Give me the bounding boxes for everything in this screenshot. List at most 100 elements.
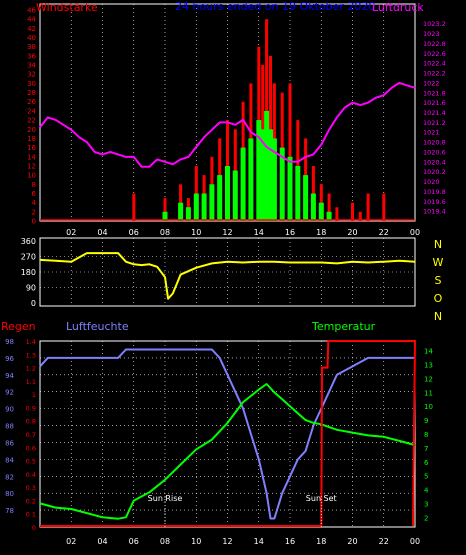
- pressure-tick-label: 1021.2: [423, 119, 446, 127]
- x-tick-label: 10: [191, 537, 201, 546]
- wind-tick-label: 2: [32, 208, 36, 216]
- pressure-line: [39, 81, 416, 168]
- rain-tick-label: 0.3: [26, 484, 36, 492]
- wind-tick-label: 40: [27, 34, 36, 42]
- humidity-tick-label: 80: [5, 490, 14, 498]
- x-tick-label: 18: [316, 537, 326, 546]
- wind-tick-label: 12: [27, 162, 36, 170]
- wind-tick-label: 0: [32, 218, 36, 226]
- direction-left-axis: 0 90 180 270 360: [21, 237, 36, 308]
- direction-tick-label: 270: [21, 253, 36, 262]
- wind-tick-label: 36: [27, 52, 36, 60]
- gust-bar: [279, 147, 285, 221]
- temperature-tick-label: 11: [424, 389, 433, 397]
- sun-annotations: Sun Rise Sun Set: [148, 494, 337, 527]
- wind-tick-label: 18: [27, 135, 36, 143]
- rain-tick-label: 0.4: [26, 471, 36, 479]
- temperature-tick-label: 12: [424, 375, 433, 383]
- humidity-axis: 78 80 82 84 86 88 90 92 94 96 98: [5, 338, 14, 515]
- compass-label: W: [433, 256, 444, 269]
- wind-left-axis: 0246810121416182022242628303234363840424…: [27, 7, 36, 226]
- wind-tick-label: 38: [27, 43, 36, 51]
- pressure-tick-label: 1019.4: [423, 208, 446, 216]
- temperature-axis-label: Temperatur: [311, 320, 376, 333]
- gust-bar: [318, 202, 324, 221]
- sun-annotation-label: Sun Rise: [148, 494, 183, 503]
- pressure-tick-label: 1020.2: [423, 168, 446, 176]
- temperature-tick-label: 4: [424, 487, 429, 495]
- x-tick-label: 16: [285, 228, 295, 237]
- rain-tick-label: 0.6: [26, 444, 36, 452]
- temperature-axis: 2 3 4 5 6 7 8 9 10 11 12 13 14: [424, 348, 433, 523]
- rain-tick-label: 0.7: [26, 431, 36, 439]
- temperature-tick-label: 8: [424, 431, 428, 439]
- direction-tick-label: 180: [21, 268, 36, 277]
- temperature-tick-label: 5: [424, 473, 428, 481]
- wind-direction-frame: [39, 237, 416, 307]
- x-tick-label: 06: [129, 537, 139, 546]
- x-tick-label: 02: [66, 228, 76, 237]
- rain-tick-label: 1.3: [26, 351, 36, 359]
- gust-bar: [271, 138, 277, 221]
- wind-bar: [179, 184, 183, 221]
- gust-bar: [264, 110, 270, 221]
- pressure-tick-label: 1019.8: [423, 188, 446, 196]
- pressure-tick-label: 1021: [423, 129, 440, 137]
- wind-tick-label: 4: [32, 199, 37, 207]
- wind-direction-line: [39, 252, 416, 300]
- wind-bar: [382, 193, 386, 221]
- gust-bar: [260, 129, 266, 221]
- temperature-line: [39, 383, 416, 520]
- wind-direction-grid: [40, 238, 416, 306]
- gust-bar: [209, 184, 215, 221]
- wind-tick-label: 8: [32, 181, 36, 189]
- pressure-tick-label: 1022: [423, 79, 440, 87]
- x-tick-label: 14: [254, 537, 264, 546]
- gust-bar: [240, 147, 246, 221]
- wind-tick-label: 44: [27, 16, 36, 24]
- gust-bar: [256, 120, 262, 221]
- gust-bar: [193, 193, 199, 221]
- x-tick-label: 20: [347, 537, 357, 546]
- gust-bar: [295, 166, 301, 221]
- x-tick-label: 06: [129, 228, 139, 237]
- gust-bar: [232, 170, 238, 221]
- pressure-axis-label: Luftdruck: [372, 1, 424, 14]
- compass-label: S: [435, 274, 442, 287]
- pressure-tick-label: 1020.8: [423, 139, 446, 147]
- wind-bar: [132, 193, 136, 221]
- x-tick-label: 12: [222, 228, 232, 237]
- pressure-tick-label: 1021.4: [423, 109, 446, 117]
- wind-tick-label: 34: [27, 62, 36, 70]
- wind-bar: [319, 184, 323, 221]
- rain-tick-label: 1.1: [26, 378, 36, 386]
- wind-direction-series: [39, 252, 416, 300]
- rain-tick-label: 0.8: [26, 418, 36, 426]
- wind-pressure-x-axis: 02 04 06 08 10 12 14 16 18 20 22 00: [66, 228, 420, 237]
- humidity-tick-label: 94: [5, 372, 14, 380]
- x-tick-label: 12: [222, 537, 232, 546]
- temperature-tick-label: 6: [424, 459, 429, 467]
- x-tick-label: 20: [347, 228, 357, 237]
- x-tick-label: 04: [97, 228, 107, 237]
- pressure-tick-label: 1019.6: [423, 198, 446, 206]
- gust-bar: [326, 211, 332, 221]
- gust-bar: [310, 193, 316, 221]
- rain-tick-label: 0.5: [26, 458, 36, 466]
- humidity-tick-label: 96: [5, 355, 14, 363]
- wind-tick-label: 14: [27, 153, 36, 161]
- pressure-tick-label: 1021.8: [423, 89, 446, 97]
- direction-tick-label: 90: [26, 284, 36, 293]
- compass-label: N: [434, 238, 442, 251]
- pressure-tick-label: 1022.2: [423, 70, 446, 78]
- wind-tick-label: 46: [27, 7, 36, 15]
- x-tick-label: 22: [379, 537, 389, 546]
- humidity-tick-label: 88: [5, 423, 14, 431]
- wind-tick-label: 32: [27, 71, 36, 79]
- pressure-tick-label: 1021.6: [423, 99, 446, 107]
- wind-tick-label: 16: [27, 144, 36, 152]
- rain-tick-label: 1: [32, 391, 36, 399]
- x-tick-label: 00: [410, 228, 420, 237]
- wind-bar: [366, 193, 370, 221]
